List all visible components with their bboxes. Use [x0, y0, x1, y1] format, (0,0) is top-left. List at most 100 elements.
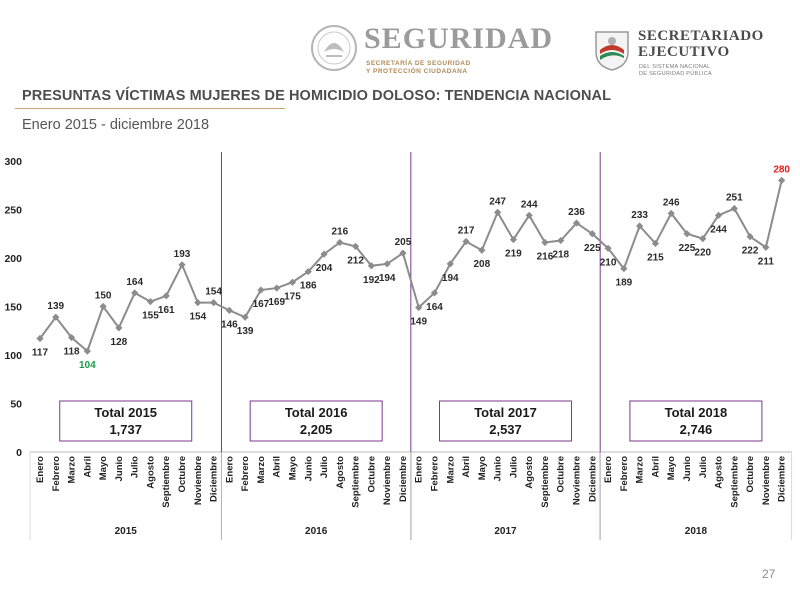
x-tick-label: Julio	[698, 456, 709, 478]
data-label: 186	[300, 281, 317, 292]
x-tick-label: Marzo	[635, 456, 646, 484]
data-label: 194	[379, 273, 396, 284]
data-label: 211	[758, 256, 775, 267]
data-label: 215	[647, 252, 664, 263]
data-label: 164	[126, 277, 143, 288]
data-point	[67, 333, 76, 342]
data-point	[651, 239, 660, 248]
data-point	[178, 261, 186, 269]
x-tick-label: Diciembre	[777, 456, 788, 502]
line-chart: 0 50 100 150 200 250 300 Total 2015 1,737 Total 2…	[4, 152, 793, 540]
x-tick-label: Octubre	[556, 456, 567, 492]
data-label: 169	[268, 297, 285, 308]
data-label: 218	[552, 250, 569, 261]
data-point	[746, 233, 754, 241]
y-tick-label: 150	[4, 302, 22, 314]
total-box-value: 2,746	[680, 422, 713, 437]
x-tick-label: Diciembre	[209, 456, 220, 502]
x-tick-label: Marzo	[67, 456, 78, 484]
total-box-value: 2,537	[489, 422, 522, 437]
x-tick-label: Abril	[461, 456, 472, 478]
x-tick-label: Diciembre	[398, 456, 409, 502]
total-box	[439, 400, 573, 442]
data-point	[383, 260, 391, 268]
data-point	[36, 334, 44, 343]
data-point	[367, 262, 375, 270]
total-box	[249, 400, 383, 442]
data-point	[399, 249, 407, 257]
y-tick-label: 200	[4, 253, 22, 265]
x-tick-label: Enero	[35, 456, 46, 483]
data-point	[462, 237, 470, 246]
data-label: 225	[584, 243, 601, 254]
x-tick-label: Abril	[650, 456, 661, 478]
x-tick-label: Enero	[603, 456, 614, 483]
x-tick-label: Junio	[303, 456, 314, 482]
total-box-label: Total 2017	[474, 405, 537, 420]
x-tick-label: Junio	[493, 456, 504, 482]
data-point	[131, 289, 139, 297]
data-point	[762, 243, 770, 251]
data-label: 216	[537, 251, 554, 262]
data-label: 233	[631, 210, 648, 221]
data-point	[525, 211, 533, 219]
data-label: 128	[111, 337, 128, 348]
x-tick-label: Agosto	[524, 456, 535, 489]
data-point	[604, 244, 612, 252]
data-label: 208	[473, 259, 490, 270]
x-tick-label: Octubre	[177, 456, 188, 492]
data-label: 205	[395, 237, 412, 248]
data-label: 220	[694, 248, 711, 259]
year-label: 2017	[494, 526, 517, 537]
sesnsp-shield-icon	[595, 31, 629, 71]
data-point	[257, 286, 265, 294]
total-box-value: 2,205	[300, 422, 333, 437]
x-tick-label: Septiembre	[729, 456, 740, 508]
x-tick-label: Abril	[272, 456, 283, 478]
title-underline	[15, 108, 285, 109]
data-label: 117	[32, 348, 49, 359]
y-tick-label: 0	[16, 447, 22, 459]
data-point	[683, 230, 691, 238]
x-tick-label: Agosto	[714, 456, 725, 489]
data-point	[541, 238, 549, 247]
data-label: 236	[568, 207, 585, 218]
data-point	[115, 324, 123, 332]
data-point	[209, 299, 218, 307]
data-label: 217	[458, 226, 475, 237]
y-tick-label: 100	[4, 350, 22, 362]
x-tick-label: Julio	[130, 456, 141, 478]
total-box	[629, 400, 763, 442]
total-box	[59, 400, 193, 442]
x-tick-label: Septiembre	[351, 456, 362, 508]
x-tick-label: Mayo	[98, 456, 109, 480]
data-label: 246	[663, 197, 680, 208]
data-point	[478, 246, 486, 254]
x-tick-label: Noviembre	[382, 456, 393, 505]
data-point	[146, 298, 155, 306]
x-tick-label: Junio	[682, 456, 693, 482]
x-tick-label: Julio	[319, 456, 330, 478]
page-number: 27	[762, 567, 776, 581]
data-point	[509, 235, 517, 244]
data-label: 118	[63, 347, 80, 358]
data-label: 204	[316, 263, 333, 274]
x-tick-label: Octubre	[745, 456, 756, 492]
mexico-seal-icon	[311, 25, 357, 71]
data-point	[730, 204, 738, 213]
x-tick-label: Septiembre	[161, 456, 172, 508]
data-label: 154	[205, 287, 222, 298]
data-label: 167	[253, 299, 270, 310]
x-tick-label: Marzo	[256, 456, 267, 484]
x-tick-label: Febrero	[619, 456, 630, 492]
data-point	[336, 238, 344, 247]
data-point	[83, 347, 91, 355]
data-point	[699, 235, 707, 243]
sesnsp-title: SECRETARIADO EJECUTIVO	[638, 28, 764, 60]
x-tick-label: Mayo	[477, 456, 488, 480]
data-label: 216	[331, 226, 348, 237]
data-label: 139	[47, 301, 64, 312]
data-point	[667, 209, 675, 217]
data-point	[241, 313, 249, 321]
data-label: 161	[158, 305, 175, 316]
